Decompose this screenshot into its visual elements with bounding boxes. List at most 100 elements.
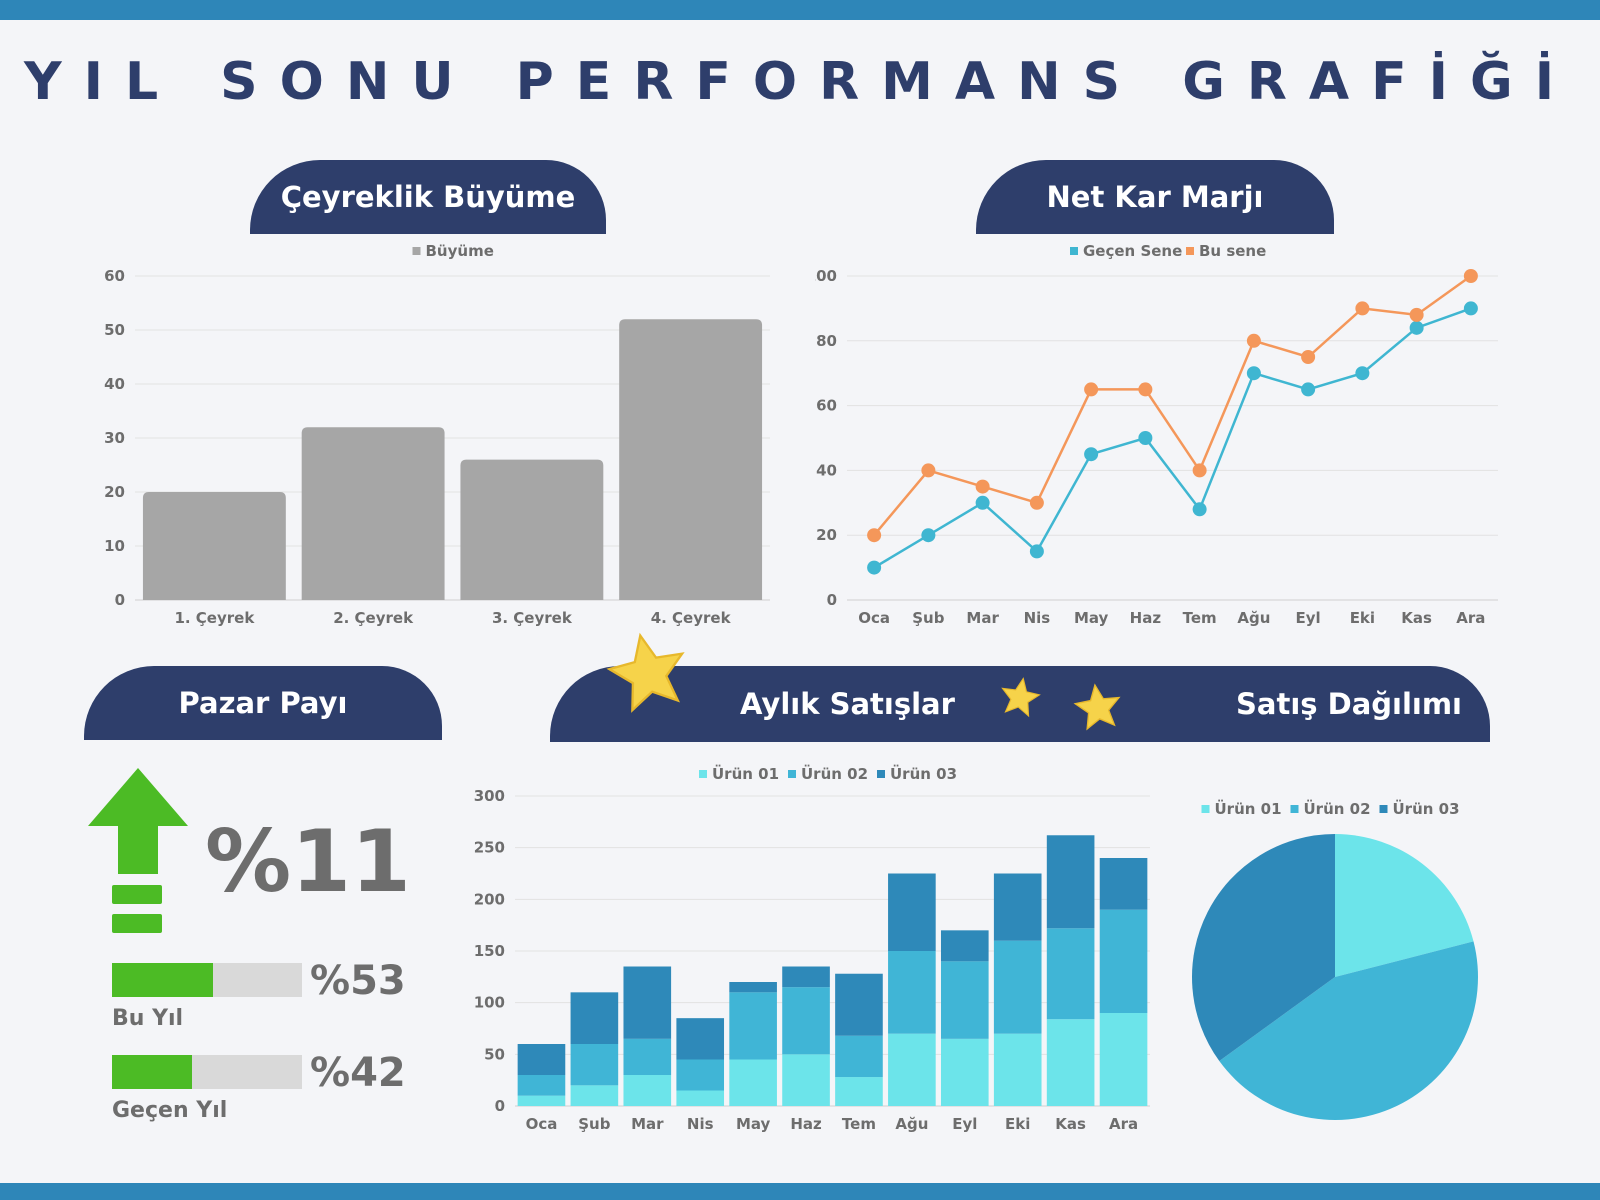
data-point [1463,301,1478,316]
y-tick-label: 30 [104,429,125,447]
x-tick-label: 2. Çeyrek [333,609,414,627]
data-point [1246,366,1261,381]
pie-slice [1335,834,1474,977]
legend-swatch [788,770,796,778]
x-tick-label: Eyl [952,1115,977,1133]
bar-segment [835,1035,883,1078]
data-point [1409,320,1424,335]
y-tick-label: 100 [815,267,837,285]
bar-segment [993,1033,1042,1106]
bar-segment [940,930,989,962]
bar-segment [782,1054,830,1106]
arrow-up-icon [88,768,188,933]
bar [142,492,286,600]
legend-swatch [1186,247,1194,255]
bar-segment [1046,835,1095,929]
progress-this-year [112,963,302,997]
data-point [1029,544,1044,559]
x-tick-label: Şub [912,609,944,627]
bar [460,459,604,600]
legend-swatch [699,770,707,778]
bar-segment [1099,1013,1148,1106]
chart-monthly-sales: 0 50 100 150 200 250 300 Ürün 01 Ürün 02 Ürün 03 O… [474,764,1150,1133]
data-point [921,528,936,543]
legend-label: Ürün 01 [1215,799,1282,818]
chart-sales-distribution: Ürün 01 Ürün 02 Ürün 03 [1192,799,1478,1120]
progress-last-year-value: %42 [310,1050,406,1096]
bar-segment [1046,1019,1095,1106]
bar-segment [782,966,830,988]
bar-segment [835,973,883,1036]
banner-net-margin: Net Kar Marjı [976,160,1334,234]
chart-net-margin: 0 20 40 60 80 100 Geçen Sene Bu sene Oca Şub Mar Ni… [815,242,1498,627]
x-tick-label: Kas [1055,1115,1086,1133]
legend-label: Ürün 01 [712,764,779,783]
x-tick-label: Ağu [895,1115,928,1133]
legend-label: Büyüme [426,242,494,260]
legend-label: Ürün 02 [1304,799,1371,818]
legend-swatch [1290,805,1299,813]
y-tick-label: 60 [816,397,837,415]
pie-slice [1192,834,1335,1062]
x-tick-label: Ağu [1237,609,1270,627]
data-point [1463,269,1478,283]
data-point [1029,495,1044,510]
data-point [1301,350,1316,364]
progress-this-year-fill [112,963,213,997]
data-point [1084,447,1099,462]
bar-segment [993,940,1042,1034]
data-point [1192,463,1207,478]
bar-segment [623,966,672,1039]
banner-market-share-label: Pazar Payı [178,686,348,720]
legend-label: Ürün 03 [890,764,957,783]
data-point [1138,431,1153,445]
progress-last-year-label: Geçen Yıl [112,1098,228,1123]
bar-segment [570,1085,619,1106]
bar-segment [623,1075,672,1106]
data-point [1192,502,1207,517]
bar-segment [1099,858,1148,910]
data-point [867,560,882,575]
y-tick-label: 10 [104,537,125,555]
x-tick-label: Mar [966,609,999,627]
banner-quarterly-growth: Çeyreklik Büyüme [250,160,606,234]
bar [301,427,445,600]
page-title: YIL SONU PERFORMANS GRAFİĞİ [23,52,1577,112]
bar-segment [570,1044,619,1086]
banner-sales-distribution-label: Satış Dağılımı [1236,687,1462,721]
legend-swatch [1379,805,1388,813]
pie-slice [1219,941,1478,1120]
data-point [1409,307,1424,322]
y-tick-label: 200 [474,890,505,908]
legend-label: Ürün 03 [1393,799,1460,818]
bar-segment [729,982,777,993]
x-tick-label: Tem [1183,609,1217,627]
top-accent-bar [0,0,1600,20]
x-tick-label: May [1074,609,1109,627]
x-tick-label: Haz [1130,609,1162,627]
banner-market-share: Pazar Payı [84,666,442,740]
y-tick-label: 150 [474,942,505,960]
x-tick-label: May [736,1115,771,1133]
legend-swatch [1070,247,1078,255]
x-tick-label: Ara [1109,1115,1138,1133]
bar-segment [1099,909,1148,1013]
bar-segment [517,1044,566,1075]
x-tick-label: Oca [526,1115,558,1133]
progress-last-year-fill [112,1055,192,1089]
y-tick-label: 300 [474,787,505,805]
bar-segment [676,1090,725,1106]
data-point [1301,382,1316,397]
series-line [873,307,1472,569]
legend-swatch [1201,805,1210,813]
bar-segment [940,961,989,1039]
x-tick-label: Eki [1350,609,1375,627]
bar [619,319,763,600]
bar-segment [888,951,936,1034]
bar-segment [623,1038,672,1075]
data-point [1246,333,1261,348]
bar-segment [1046,928,1095,1020]
y-tick-label: 40 [816,461,837,479]
bar-segment [676,1059,725,1091]
bar-segment [940,1038,989,1106]
